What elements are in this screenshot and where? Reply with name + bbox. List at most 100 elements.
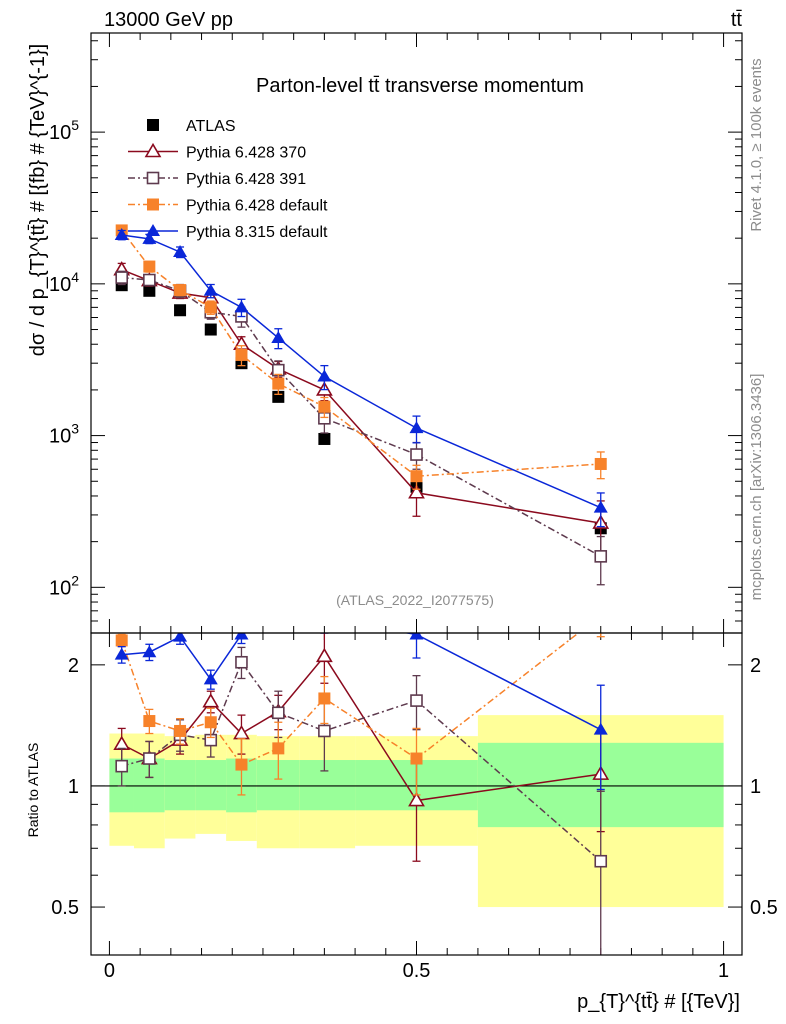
legend-entry-P8def: Pythia 8.315 default (128, 224, 328, 241)
data-point-ATLAS (143, 284, 156, 297)
y-tick-base: 10 (49, 426, 71, 448)
data-point-P6def (204, 301, 217, 314)
data-point-ATLAS (174, 304, 187, 317)
ratio-series-P6def (115, 610, 607, 796)
legend-marker-P6def (147, 198, 159, 211)
data-point-P8def (234, 300, 249, 313)
data-point-P391 (410, 448, 423, 461)
ratio-tick-label-right: 2 (750, 655, 761, 677)
ratio-point-P391 (594, 854, 608, 868)
ratio-point-P8def (317, 612, 331, 624)
rivet-label: Rivet 4.1.0, ≥ 100k events (748, 58, 765, 231)
x-tick-label: 0 (104, 960, 115, 982)
legend-label-P6def: Pythia 6.428 default (186, 198, 328, 215)
data-point-P6def (174, 284, 187, 297)
ratio-point-P6def (115, 634, 128, 647)
ratio-point-P6def (143, 715, 156, 728)
legend: ATLAS Pythia 6.428 370 Pythia 6.428 391 Pyt… (128, 118, 328, 241)
ratio-point-P8def (203, 672, 218, 685)
legend-entry-P6def: Pythia 6.428 default (128, 198, 328, 215)
y-tick-label: 104 (49, 269, 79, 296)
legend-entry-P370: Pythia 6.428 370 (128, 142, 306, 162)
series-line-P6def (121, 229, 601, 477)
ratio-series-P8def (114, 612, 608, 791)
series-P370 (113, 261, 610, 558)
ratio-frame (90, 632, 743, 956)
ratio-point-P6def (595, 610, 607, 622)
y-tick-label: 102 (49, 572, 79, 599)
data-point-P8def (409, 421, 424, 434)
y-tick-exp: 3 (71, 421, 79, 437)
ratio-tick-label: 0.5 (51, 897, 79, 919)
ratio-point-P8def (593, 722, 608, 735)
ratio-point-P8def (114, 647, 129, 660)
mcplots-label: mcplots.cern.ch [arXiv:1306.3436] (748, 374, 765, 601)
ratio-point-P8def (271, 612, 285, 624)
legend-marker-P391 (146, 171, 160, 185)
x-tick-label: 1 (718, 960, 729, 982)
legend-label-P370: Pythia 6.428 370 (186, 145, 306, 162)
data-point-P8def (593, 500, 608, 513)
ratio-point-P6def (174, 724, 187, 737)
data-point-P391 (115, 271, 129, 284)
ratio-tick-label-right: 1 (750, 776, 761, 798)
data-point-P391 (594, 550, 608, 563)
data-point-P6def (272, 377, 285, 390)
data-point-ATLAS (318, 432, 331, 445)
y-tick-exp: 2 (71, 572, 79, 588)
y-axis-label: dσ / d p_{T}^{tt̄} # [{fb} # {TeV}^{-1}] (27, 44, 49, 356)
data-point-P8def (317, 369, 332, 382)
data-point-P370 (408, 484, 425, 499)
y-tick-base: 10 (49, 274, 71, 296)
y-tick-label: 105 (49, 117, 79, 144)
ratio-point-P370 (315, 647, 333, 663)
legend-marker-P8def (146, 224, 160, 236)
ratio-point-P6def (204, 716, 217, 729)
ratio-point-P6def (410, 752, 423, 765)
ratio-point-P391 (318, 724, 331, 738)
ratio-point-P6def (235, 758, 248, 771)
legend-marker-P370 (144, 142, 162, 158)
series-line-P8def (121, 234, 602, 509)
ratio-y-label: Ratio to ATLAS (25, 743, 41, 838)
y-tick-label: 103 (49, 421, 79, 448)
uncertainty-band-inner (195, 760, 227, 811)
header-energy: 13000 GeV pp (104, 9, 233, 31)
uncertainty-band-inner (299, 760, 356, 811)
ratio-point-P391 (143, 752, 156, 765)
series-line-P391 (121, 276, 602, 558)
x-axis: 0 0.5 1 (104, 960, 729, 982)
ratio-point-P391 (115, 759, 129, 773)
data-point-P6def (235, 348, 248, 361)
legend-entry-ATLAS: ATLAS (147, 118, 236, 135)
ratio-point-P391 (272, 706, 285, 720)
ratio-point-P391 (235, 655, 248, 669)
legend-marker-ATLAS (147, 119, 159, 131)
ratio-point-P8def (409, 633, 424, 640)
series-P391 (115, 270, 608, 586)
data-point-P8def (114, 227, 129, 240)
legend-entry-P391: Pythia 6.428 391 (128, 171, 306, 188)
data-point-P8def (271, 330, 286, 343)
ratio-point-P370 (408, 791, 425, 807)
data-point-P8def (173, 245, 188, 258)
data-point-P8def (203, 283, 218, 296)
y-tick-exp: 5 (71, 117, 79, 133)
legend-label-P8def: Pythia 8.315 default (186, 224, 328, 241)
ratio-tick-label: 1 (68, 776, 79, 798)
y-tick-exp: 4 (71, 269, 79, 285)
ratio-point-P8def (173, 633, 188, 642)
ratio-panel: 0.5 0.5 1 1 2 2 (51, 610, 778, 955)
data-point-P6def (410, 470, 423, 483)
data-point-P6def (318, 400, 331, 413)
y-tick-base: 10 (49, 122, 71, 144)
series-ATLAS (115, 279, 607, 535)
data-point-ATLAS (204, 323, 217, 336)
x-axis-label: p_{T}^{tt̄} # [{TeV}] (577, 991, 740, 1013)
data-point-P8def (142, 231, 157, 244)
ratio-point-P370 (202, 693, 220, 708)
ratio-point-P8def (142, 645, 157, 658)
y-tick-base: 10 (49, 577, 71, 599)
uncertainty-band-inner (164, 760, 196, 811)
header-process: tt̄ (731, 9, 743, 31)
